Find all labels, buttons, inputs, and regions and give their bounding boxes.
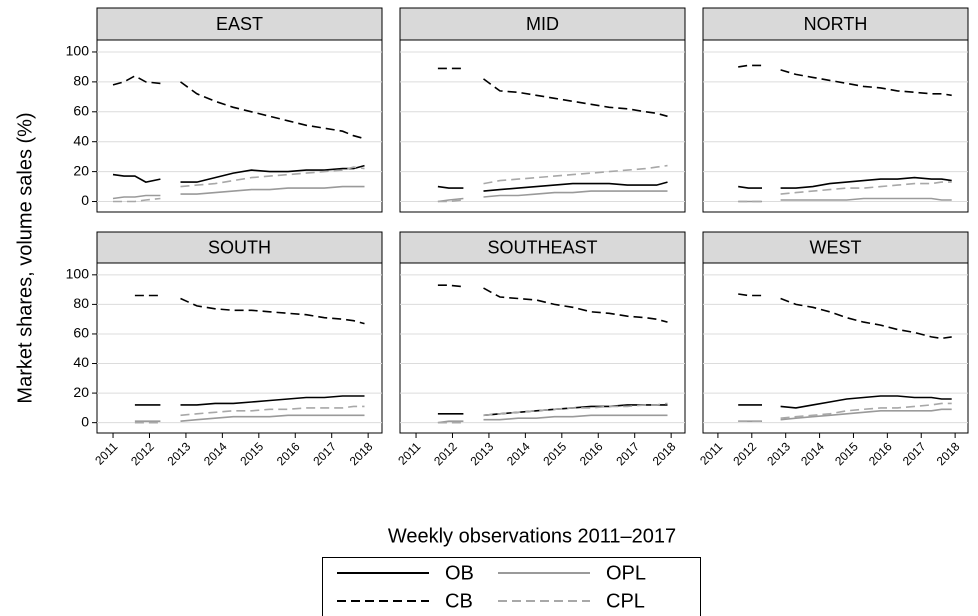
y-tick-label: 20 — [73, 384, 89, 400]
panel-header — [399, 7, 686, 41]
legend-box — [322, 557, 701, 616]
y-tick-label: 20 — [73, 162, 89, 178]
series-line — [738, 176, 952, 189]
series-line — [437, 67, 668, 118]
panel-title: SOUTHEAST — [487, 237, 597, 257]
x-tick-label: 2015 — [832, 439, 861, 468]
x-tick-label: 2011 — [92, 439, 120, 467]
series-line — [134, 395, 365, 406]
panel-header — [702, 7, 969, 41]
x-tick-label: 2017 — [900, 439, 929, 468]
y-tick-label: 0 — [81, 413, 89, 429]
series-line — [738, 64, 952, 97]
panel-title: WEST — [810, 237, 862, 257]
y-tick-label: 40 — [73, 354, 89, 370]
x-tick-label: 2016 — [577, 439, 606, 468]
x-tick-label: 2017 — [613, 439, 642, 468]
series-line — [112, 74, 365, 140]
x-tick-label: 2012 — [128, 439, 157, 468]
panel-header — [702, 231, 969, 264]
series-line — [112, 185, 365, 200]
legend-label: CPL — [606, 590, 645, 612]
x-tick-label: 2018 — [347, 439, 376, 468]
y-tick-label: 80 — [73, 73, 89, 89]
y-tick-label: 80 — [73, 295, 89, 311]
x-tick-label: 2014 — [201, 439, 230, 468]
panel-header — [96, 231, 383, 264]
x-tick-label: 2011 — [395, 439, 423, 467]
panel-frame — [399, 39, 686, 213]
panel-title: NORTH — [804, 14, 868, 34]
series-line — [738, 402, 952, 422]
x-tick-label: 2015 — [540, 439, 569, 468]
series-line — [437, 164, 668, 203]
y-tick-label: 40 — [73, 132, 89, 148]
series-line — [738, 395, 952, 409]
panel-title: MID — [526, 14, 559, 34]
x-tick-label: 2016 — [274, 439, 303, 468]
y-tick-label: 60 — [73, 102, 89, 118]
x-tick-label: 2015 — [237, 439, 266, 468]
x-tick-label: 2012 — [730, 439, 759, 468]
panel-frame — [96, 39, 383, 213]
x-tick-label: 2018 — [650, 439, 679, 468]
x-tick-label: 2011 — [697, 439, 725, 467]
x-tick-label: 2017 — [310, 439, 339, 468]
legend-label: CB — [445, 590, 473, 612]
y-tick-label: 0 — [81, 192, 89, 208]
y-axis-label: Market shares, volume sales (%) — [14, 112, 36, 403]
legend-label: OPL — [606, 562, 646, 584]
x-tick-label: 2016 — [866, 439, 895, 468]
series-line — [437, 181, 668, 192]
legend-label: OB — [445, 562, 474, 584]
y-tick-label: 60 — [73, 325, 89, 341]
panel-frame — [399, 262, 686, 434]
x-tick-label: 2013 — [468, 439, 497, 468]
series-line — [738, 293, 952, 340]
series-line — [437, 402, 668, 424]
series-line — [738, 181, 952, 203]
series-line — [134, 405, 365, 424]
x-axis-label: Weekly observations 2011–2017 — [388, 525, 676, 547]
y-tick-label: 100 — [66, 43, 90, 59]
panel-title: EAST — [216, 14, 263, 34]
series-line — [134, 294, 365, 325]
panel-frame — [702, 262, 969, 434]
x-tick-label: 2018 — [934, 439, 963, 468]
series-line — [437, 284, 668, 323]
x-tick-label: 2013 — [764, 439, 793, 468]
panel-title: SOUTH — [208, 237, 271, 257]
y-tick-label: 100 — [66, 266, 90, 282]
x-tick-label: 2013 — [165, 439, 194, 468]
series-line — [112, 164, 365, 183]
series-line — [113, 166, 365, 203]
series-line — [134, 414, 365, 422]
x-tick-label: 2012 — [431, 439, 460, 468]
x-tick-label: 2014 — [798, 439, 827, 468]
x-tick-label: 2014 — [504, 439, 533, 468]
